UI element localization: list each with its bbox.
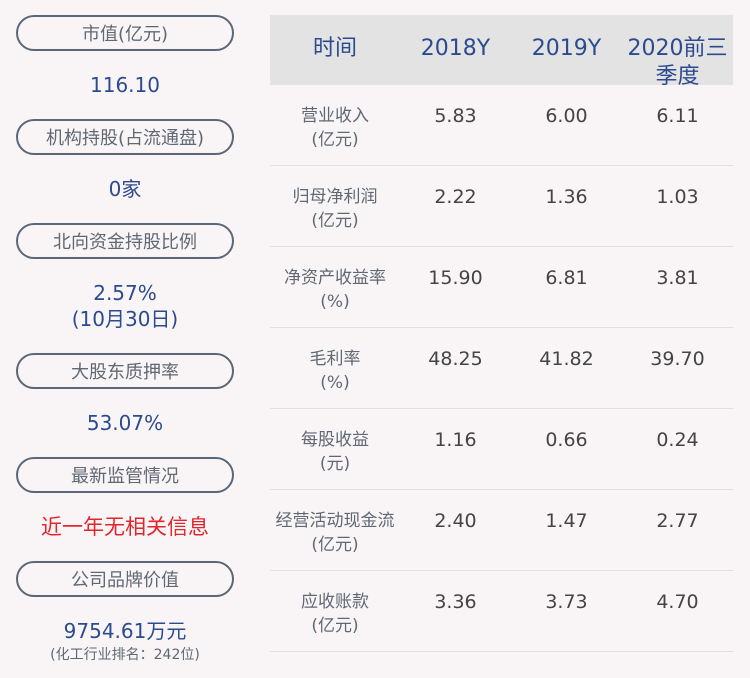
regulatory-status-value: 近一年无相关信息 [41, 515, 209, 539]
cell-value: 2.77 [656, 510, 699, 532]
regulatory-status-label: 最新监管情况 [16, 457, 234, 493]
northbound-ratio-value: 2.57% [93, 281, 157, 305]
cell-value: 6.00 [545, 105, 588, 127]
row-label: 营业收入 (亿元) [301, 106, 369, 150]
cell-value: 3.81 [656, 267, 699, 289]
table-row: 每股收益 (元) 1.16 0.66 0.24 [270, 409, 733, 490]
cell-value: 41.82 [539, 348, 594, 370]
cell-value: 48.25 [428, 348, 483, 370]
header-2019: 2019Y [531, 36, 602, 61]
row-label: 应收账款 (亿元) [301, 592, 369, 636]
table-header: 时间 2018Y 2019Y 2020前三季度 [270, 15, 733, 89]
brand-value-value: 9754.61万元 [63, 619, 187, 643]
table-row: 应收账款 (亿元) 3.36 3.73 4.70 [270, 571, 733, 652]
row-label: 每股收益 (元) [301, 430, 369, 474]
cell-value: 2.22 [434, 186, 477, 208]
cell-value: 3.73 [545, 591, 588, 613]
brand-value-label: 公司品牌价值 [16, 561, 234, 597]
brand-value-rank: (化工行业排名：242位) [50, 647, 200, 663]
cell-value: 1.16 [434, 429, 477, 451]
table-row: 净资产收益率 (%) 15.90 6.81 3.81 [270, 247, 733, 328]
table-row: 毛利率 (%) 48.25 41.82 39.70 [270, 328, 733, 409]
northbound-ratio-label: 北向资金持股比例 [16, 223, 234, 259]
table-row: 经营活动现金流 (亿元) 2.40 1.47 2.77 [270, 490, 733, 571]
header-2018: 2018Y [420, 36, 491, 61]
cell-value: 4.70 [656, 591, 699, 613]
market-cap-label: 市值(亿元) [16, 15, 234, 51]
row-label: 毛利率 (%) [309, 349, 361, 393]
header-2020q3: 2020前三季度 [627, 36, 728, 89]
left-panel: 市值(亿元) 116.10 机构持股(占流通盘) 0家 北向资金持股比例 2.5… [0, 0, 250, 678]
market-cap-value: 116.10 [90, 73, 160, 97]
table-row: 营业收入 (亿元) 5.83 6.00 6.11 [270, 85, 733, 166]
row-label: 归母净利润 (亿元) [292, 187, 378, 231]
financial-table: 时间 2018Y 2019Y 2020前三季度 营业收入 (亿元) 5.83 6.… [270, 15, 733, 652]
row-label: 净资产收益率 (%) [284, 268, 386, 312]
cell-value: 39.70 [650, 348, 705, 370]
header-time: 时间 [312, 36, 357, 61]
northbound-ratio-date: (10月30日) [71, 307, 179, 331]
row-label: 经营活动现金流 (亿元) [275, 511, 395, 555]
cell-value: 1.36 [545, 186, 588, 208]
cell-value: 6.81 [545, 267, 588, 289]
institutional-holding-value: 0家 [108, 177, 142, 201]
cell-value: 0.24 [656, 429, 699, 451]
cell-value: 3.36 [434, 591, 477, 613]
cell-value: 5.83 [434, 105, 477, 127]
cell-value: 2.40 [434, 510, 477, 532]
cell-value: 0.66 [545, 429, 588, 451]
cell-value: 6.11 [656, 105, 699, 127]
pledge-rate-value: 53.07% [86, 411, 164, 435]
pledge-rate-label: 大股东质押率 [16, 353, 234, 389]
cell-value: 15.90 [428, 267, 483, 289]
table-row: 归母净利润 (亿元) 2.22 1.36 1.03 [270, 166, 733, 247]
cell-value: 1.47 [545, 510, 588, 532]
cell-value: 1.03 [656, 186, 699, 208]
institutional-holding-label: 机构持股(占流通盘) [16, 119, 234, 155]
